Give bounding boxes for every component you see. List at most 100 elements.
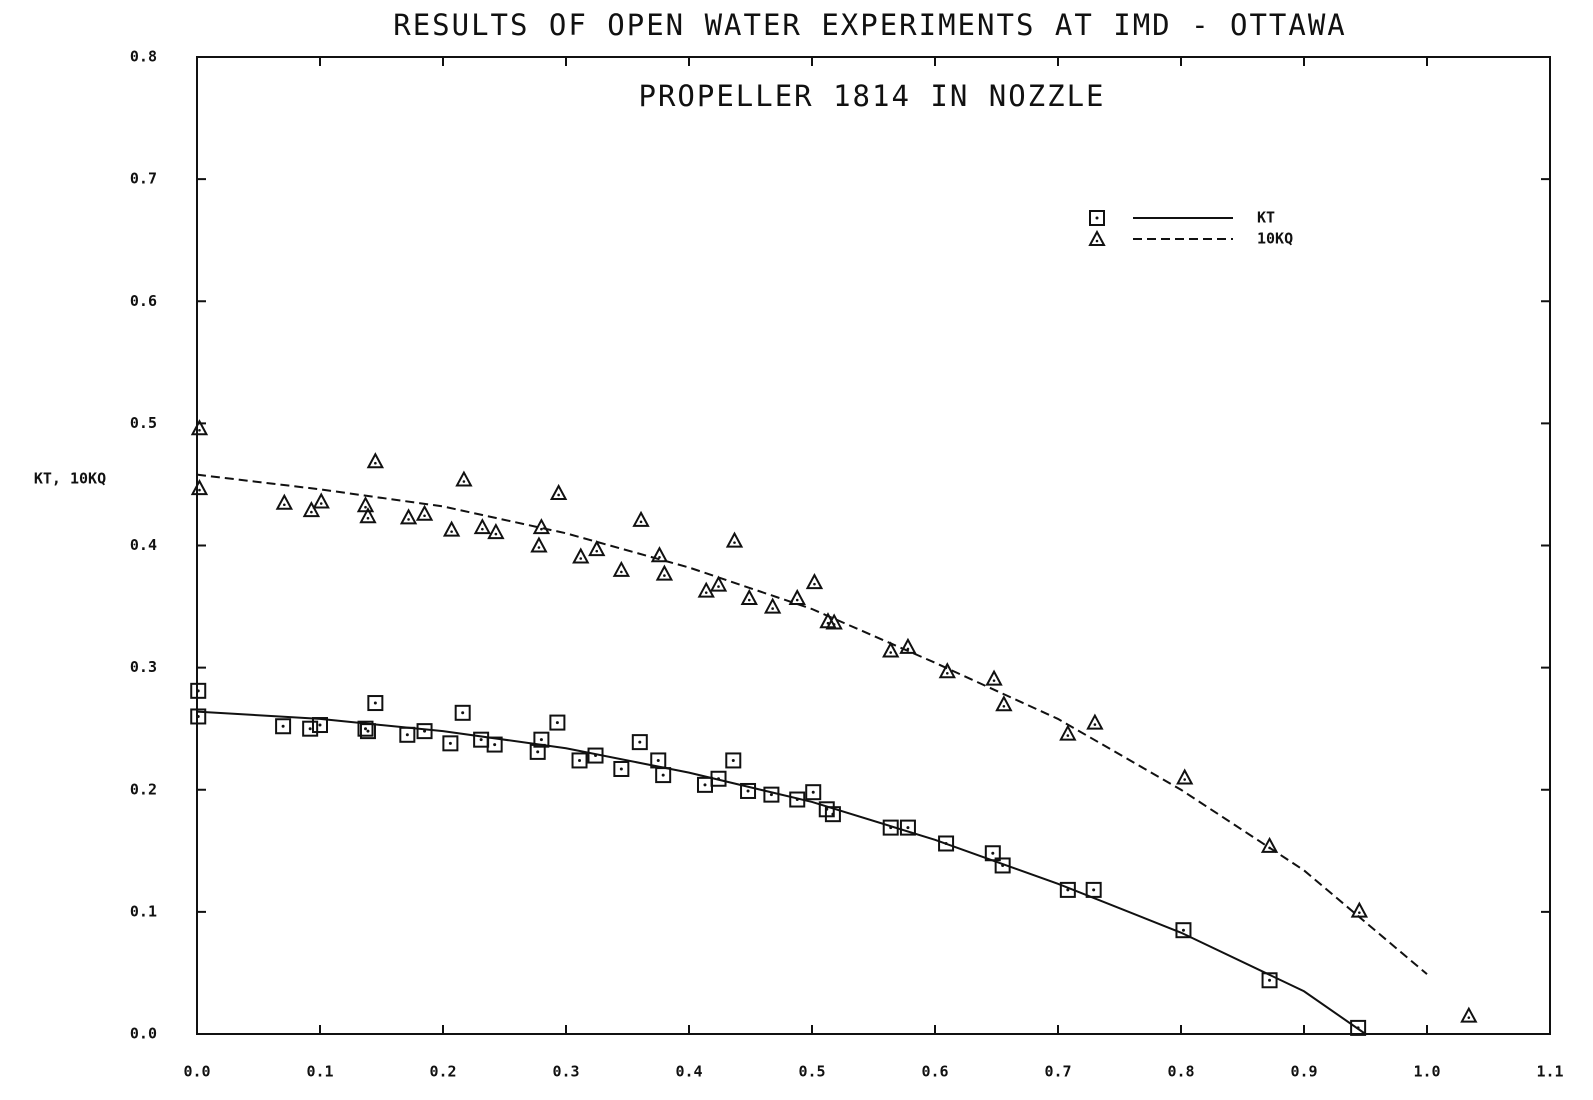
marker-part: [763, 597, 782, 614]
marker-part: [811, 790, 815, 794]
triangle-marker: [399, 508, 418, 525]
marker-part: [1350, 1019, 1367, 1036]
marker-part: [302, 720, 319, 737]
marker-part: [946, 671, 949, 675]
legend-label: KT: [1257, 209, 1275, 227]
marker-part: [639, 520, 643, 524]
marker-part: [319, 502, 323, 505]
marker-part: [985, 669, 1003, 686]
square-marker: [571, 752, 588, 769]
triangle-marker: [882, 641, 900, 658]
marker-part: [740, 782, 757, 799]
triangle-marker: [1059, 724, 1077, 741]
marker-part: [994, 857, 1011, 874]
triangle-marker: [487, 522, 505, 540]
marker-part: [537, 546, 541, 549]
marker-part: [805, 573, 824, 590]
marker-part: [530, 536, 548, 553]
square-marker: [1085, 881, 1102, 898]
marker-part: [1092, 888, 1096, 892]
marker-part: [717, 777, 721, 781]
marker-part: [196, 689, 200, 693]
marker-part: [448, 741, 452, 745]
marker-part: [1001, 863, 1005, 867]
marker-part: [1086, 713, 1104, 730]
triangle-marker: [899, 637, 917, 654]
marker-part: [697, 581, 715, 598]
square-marker: [824, 806, 841, 823]
marker-part: [795, 798, 799, 802]
triangle-marker: [302, 500, 321, 518]
square-marker: [275, 718, 292, 735]
square-marker: [587, 747, 604, 764]
marker-part: [571, 752, 588, 769]
square-marker: [938, 835, 955, 852]
marker-part: [399, 726, 416, 743]
square-marker: [740, 782, 757, 799]
square-marker: [994, 857, 1011, 874]
marker-part: [725, 531, 744, 548]
triangle-marker: [442, 520, 461, 537]
marker-part: [364, 505, 367, 509]
marker-part: [359, 507, 377, 524]
triangle-marker: [473, 518, 492, 535]
marker-part: [190, 708, 207, 725]
marker-part: [312, 492, 330, 509]
triangle-marker: [650, 546, 669, 563]
marker-part: [938, 835, 955, 852]
square-marker: [359, 723, 376, 740]
marker-part: [661, 773, 665, 777]
square-marker: [1089, 210, 1105, 226]
marker-part: [824, 806, 841, 823]
y-tick-label: 0.0: [130, 1025, 157, 1043]
marker-part: [1176, 768, 1194, 785]
marker-part: [1261, 972, 1278, 989]
triangle-marker: [275, 493, 294, 510]
marker-part: [275, 718, 292, 735]
square-marker: [312, 717, 328, 734]
marker-part: [882, 819, 899, 836]
square-marker: [725, 752, 742, 769]
marker-part: [709, 575, 728, 592]
marker-part: [663, 574, 666, 577]
x-tick-label: 0.8: [1167, 1063, 1194, 1081]
marker-part: [725, 752, 742, 769]
square-marker: [486, 736, 503, 753]
fit-line: [196, 473, 1428, 975]
marker-part: [399, 508, 418, 525]
marker-part: [366, 516, 370, 520]
square-marker: [549, 714, 566, 731]
marker-part: [595, 549, 599, 553]
triangle-marker: [655, 564, 674, 581]
y-tick-label: 0.1: [130, 902, 157, 920]
marker-part: [373, 701, 377, 705]
marker-part: [540, 527, 543, 531]
triangle-marker: [697, 581, 715, 598]
marker-part: [587, 747, 604, 764]
square-marker: [367, 695, 384, 712]
marker-part: [486, 736, 503, 753]
marker-part: [1059, 881, 1076, 898]
marker-part: [1088, 229, 1106, 246]
square-marker: [1175, 922, 1192, 939]
y-tick-label: 0.3: [130, 658, 157, 676]
marker-part: [899, 819, 916, 836]
marker-part: [1460, 1006, 1478, 1023]
marker-part: [572, 547, 590, 564]
marker-part: [795, 598, 799, 602]
marker-part: [479, 738, 483, 742]
triangle-marker: [532, 518, 551, 535]
triangle-marker: [572, 547, 590, 564]
triangle-marker: [740, 588, 758, 606]
marker-part: [995, 695, 1013, 712]
marker-part: [579, 557, 583, 560]
marker-part: [493, 743, 497, 747]
marker-part: [455, 470, 473, 487]
marker-part: [703, 783, 707, 787]
square-marker: [613, 760, 630, 777]
marker-part: [190, 478, 209, 496]
plot-frame: [196, 56, 1551, 1035]
square-marker: [442, 735, 459, 752]
marker-part: [889, 826, 893, 830]
